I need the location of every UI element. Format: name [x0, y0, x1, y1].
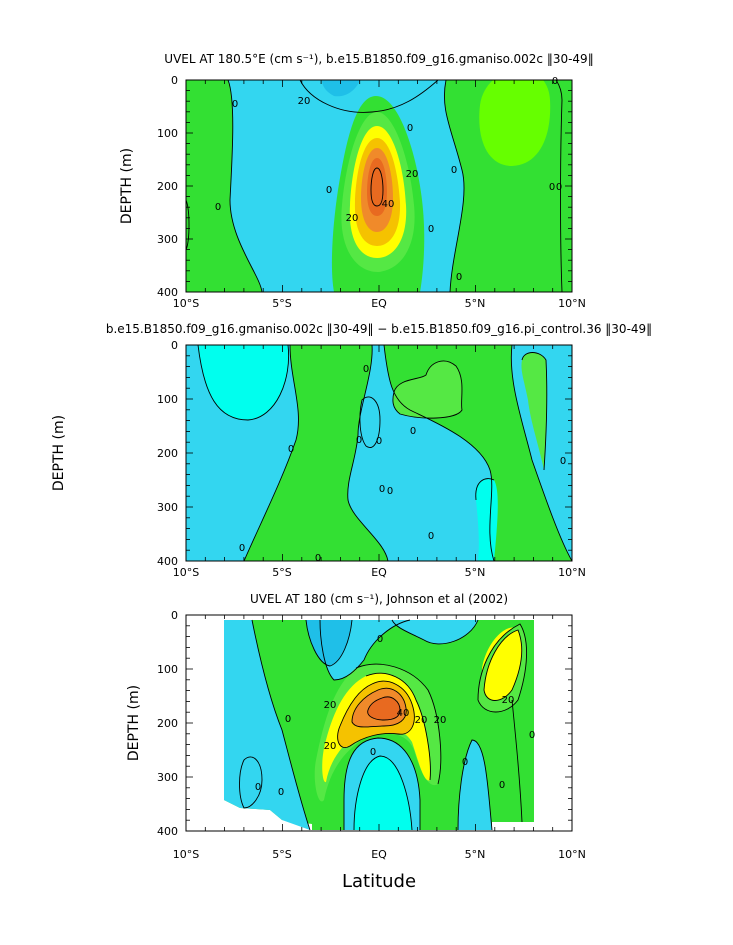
contour-label: 0	[255, 782, 261, 793]
y-tick-label: 400	[157, 825, 178, 838]
panel-2-fields	[186, 345, 572, 561]
contour-label: 20	[324, 741, 337, 752]
x-tick-label: EQ	[371, 297, 387, 310]
panel-1-y-ticks: 0 100 200 300 400	[157, 74, 178, 299]
panel-1-title: UVEL AT 180.5°E (cm s⁻¹), b.e15.B1850.f0…	[164, 52, 593, 66]
contour-label: 0	[370, 747, 376, 758]
contour-label: 0	[232, 99, 238, 110]
contour-label: 0	[363, 364, 369, 375]
contour-label: 20	[298, 96, 311, 107]
x-tick-label: 5°S	[272, 848, 291, 861]
panel-3-title: UVEL AT 180 (cm s⁻¹), Johnson et al (200…	[250, 592, 508, 606]
panel-2-ylabel: DEPTH (m)	[51, 415, 67, 491]
panel-2-x-ticks: 10°S 5°S EQ 5°N 10°N	[173, 566, 586, 579]
panel-1-x-ticks: 10°S 5°S EQ 5°N 10°N	[173, 297, 586, 310]
y-tick-label: 400	[157, 555, 178, 568]
contour-label: 0	[549, 182, 555, 193]
panel-2-title: b.e15.B1850.f09_g16.gmaniso.002c ‖30-49‖…	[106, 322, 652, 336]
contour-label: 20	[346, 213, 359, 224]
y-tick-label: 200	[157, 717, 178, 730]
contour-label: 0	[451, 165, 457, 176]
x-tick-label: 10°N	[558, 297, 586, 310]
panel-2: b.e15.B1850.f09_g16.gmaniso.002c ‖30-49‖…	[51, 322, 652, 579]
contour-label: 0	[428, 224, 434, 235]
panel-2-y-ticks: 0 100 200 300 400	[157, 339, 178, 568]
y-tick-label: 300	[157, 233, 178, 246]
contour-label: 0	[326, 185, 332, 196]
x-tick-label: 10°S	[173, 566, 199, 579]
contour-label: 0	[499, 780, 505, 791]
panel-3-contour-labels: 20 0 20 40 20 20 20 0 0 0 0 0 0 0	[255, 634, 535, 798]
x-tick-label: 10°N	[558, 848, 586, 861]
panel-1-contour-labels: 0 20 0 0 0 20 0 40 20 0 0 0 0 0	[215, 76, 562, 283]
x-tick-label: 10°N	[558, 566, 586, 579]
y-tick-label: 200	[157, 447, 178, 460]
panel-2-contour-labels: 0 0 0 0 0 0 0 0 0 0 0	[239, 364, 566, 564]
y-tick-label: 100	[157, 127, 178, 140]
contour-label: 0	[428, 531, 434, 542]
contour-label: 0	[379, 484, 385, 495]
x-tick-label: 5°N	[465, 566, 486, 579]
contour-label: 0	[552, 76, 558, 87]
contour-label: 0	[285, 714, 291, 725]
contour-label: 0	[356, 435, 362, 446]
contour-label: 0	[215, 202, 221, 213]
contour-label: 0	[288, 444, 294, 455]
x-tick-label: 10°S	[173, 848, 199, 861]
panel-3-ylabel: DEPTH (m)	[126, 685, 142, 761]
y-tick-label: 400	[157, 286, 178, 299]
y-tick-label: 300	[157, 771, 178, 784]
x-tick-label: 5°S	[272, 297, 291, 310]
contour-label: 0	[456, 272, 462, 283]
field-lime-east	[479, 80, 551, 166]
panel-3-tickmarks	[185, 614, 573, 832]
y-tick-label: 200	[157, 180, 178, 193]
contour-label: 20	[415, 715, 428, 726]
contour-label: 0	[407, 123, 413, 134]
panel-3-x-ticks: 10°S 5°S EQ 5°N 10°N	[173, 848, 586, 861]
contour-label: 0	[377, 634, 383, 645]
contour-label: 0	[462, 757, 468, 768]
x-axis-label: Latitude	[342, 871, 416, 892]
field-green-west	[186, 80, 262, 292]
panel-1-fields	[186, 80, 572, 292]
contour-label: 20	[434, 715, 447, 726]
field-cyan-deep	[322, 80, 360, 97]
x-tick-label: 10°S	[173, 297, 199, 310]
contour-label: 0	[239, 543, 245, 554]
contour-label: 0	[529, 730, 535, 741]
contour-label: 20	[502, 695, 515, 706]
contour-label: 0	[556, 182, 562, 193]
x-tick-label: EQ	[371, 566, 387, 579]
y-tick-label: 0	[171, 74, 178, 87]
panel-2-tickmarks	[185, 344, 573, 562]
contour-label: 0	[387, 486, 393, 497]
y-tick-label: 100	[157, 393, 178, 406]
y-tick-label: 0	[171, 609, 178, 622]
panel-3: UVEL AT 180 (cm s⁻¹), Johnson et al (200…	[126, 592, 586, 892]
panel-1-ylabel: DEPTH (m)	[119, 148, 135, 224]
contour-label: 0	[278, 787, 284, 798]
x-tick-label: 5°N	[465, 297, 486, 310]
contour-label: 0	[410, 426, 416, 437]
y-tick-label: 100	[157, 663, 178, 676]
x-tick-label: 5°N	[465, 848, 486, 861]
y-tick-label: 0	[171, 339, 178, 352]
panel-1: UVEL AT 180.5°E (cm s⁻¹), b.e15.B1850.f0…	[119, 52, 594, 310]
panel-3-y-ticks: 0 100 200 300 400	[157, 609, 178, 838]
panel-3-fields	[224, 619, 534, 831]
panel-1-tickmarks	[185, 79, 573, 293]
x-tick-label: 5°S	[272, 566, 291, 579]
contour-label: 20	[324, 700, 337, 711]
contour-label: 20	[406, 169, 419, 180]
x-tick-label: EQ	[371, 848, 387, 861]
contour-label: 0	[560, 456, 566, 467]
contour-label: 40	[382, 199, 395, 210]
contour-label: 0	[315, 553, 321, 564]
y-tick-label: 300	[157, 501, 178, 514]
contour-label: 40	[397, 708, 410, 719]
contour-label: 0	[376, 436, 382, 447]
